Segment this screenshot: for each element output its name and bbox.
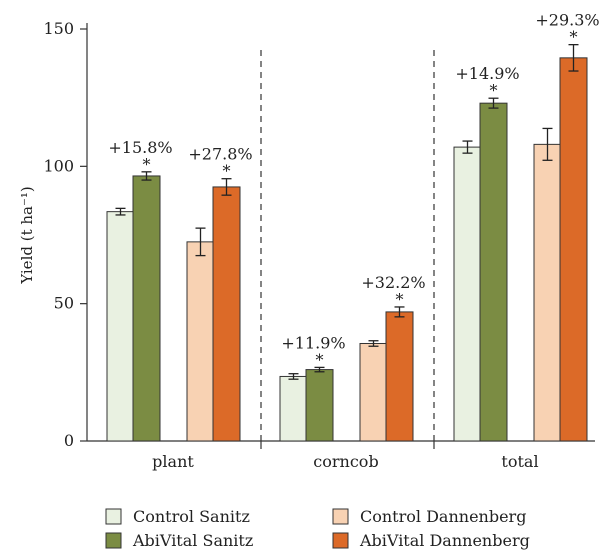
- annotations: *+15.8%*+27.8%*+11.9%*+32.2%*+14.9%*+29.…: [108, 11, 599, 370]
- significance-asterisk: *: [223, 162, 231, 181]
- bar-control-dannenberg-total: [533, 143, 562, 442]
- bar-abivital-dannenberg-total: [559, 57, 588, 442]
- x-tick-label-total: total: [501, 452, 538, 471]
- significance-asterisk: *: [490, 81, 498, 100]
- bar-control-sanitz-total: [453, 146, 482, 442]
- significance-asterisk: *: [143, 155, 151, 174]
- legend-swatch-abivital-dannenberg: [332, 532, 349, 549]
- y-tick-label: 100: [43, 156, 74, 175]
- y-axis-label: Yield (t ha⁻¹): [18, 186, 36, 285]
- bar-abivital-sanitz-corncob: [305, 369, 334, 442]
- bar-control-sanitz-corncob: [279, 375, 308, 442]
- percent-change-label: +14.9%: [455, 64, 519, 83]
- y-tick-label: 0: [64, 431, 74, 450]
- bar-control-dannenberg-plant: [186, 241, 215, 442]
- bar-control-dannenberg-corncob: [359, 342, 388, 442]
- x-tick-label-corncob: corncob: [313, 452, 378, 471]
- legend-swatch-abivital-sanitz: [105, 532, 122, 549]
- bar-abivital-sanitz-plant: [132, 175, 161, 442]
- percent-change-label: +11.9%: [281, 333, 345, 352]
- y-tick-label: 150: [43, 19, 74, 38]
- axes: 0 50 100 150 Yield (t ha⁻¹) plant corncob total: [18, 19, 595, 471]
- percent-change-label: +27.8%: [188, 145, 252, 164]
- bar-abivital-sanitz-total: [479, 102, 508, 442]
- legend-label-control-dannenberg: Control Dannenberg: [360, 507, 526, 526]
- percent-change-label: +15.8%: [108, 138, 172, 157]
- percent-change-label: +29.3%: [535, 11, 599, 30]
- significance-asterisk: *: [316, 350, 324, 369]
- bar-abivital-dannenberg-corncob: [385, 311, 414, 442]
- percent-change-label: +32.2%: [361, 273, 425, 292]
- legend-swatch-control-dannenberg: [332, 508, 349, 525]
- legend-label-abivital-sanitz: AbiVital Sanitz: [132, 531, 253, 550]
- legend-label-control-sanitz: Control Sanitz: [133, 507, 250, 526]
- x-tick-label-plant: plant: [152, 452, 194, 471]
- significance-asterisk: *: [570, 28, 578, 47]
- legend: Control Sanitz AbiVital Sanitz Control Dan…: [105, 507, 530, 550]
- bars: [106, 57, 588, 442]
- bar-abivital-dannenberg-plant: [212, 186, 241, 442]
- significance-asterisk: *: [396, 290, 404, 309]
- error-bars: [115, 44, 579, 380]
- legend-label-abivital-dannenberg: AbiVital Dannenberg: [359, 531, 530, 550]
- y-tick-label: 50: [54, 294, 74, 313]
- bar-control-sanitz-plant: [106, 211, 135, 442]
- legend-swatch-control-sanitz: [105, 508, 122, 525]
